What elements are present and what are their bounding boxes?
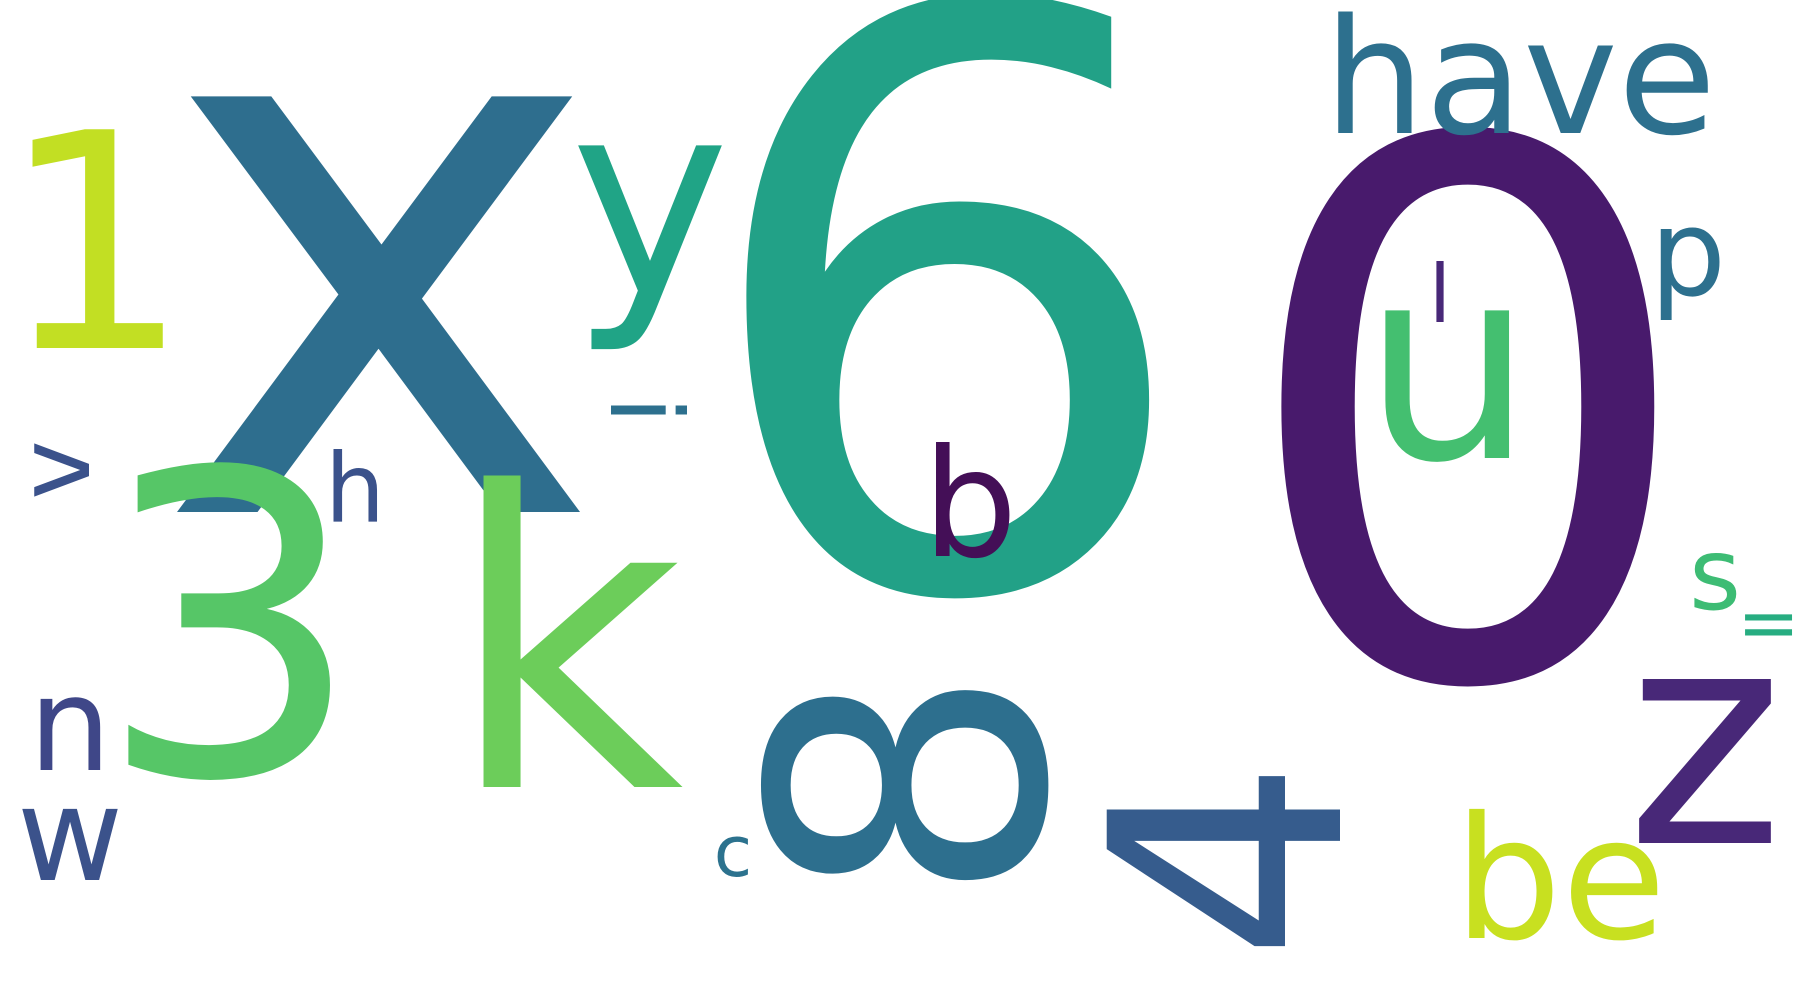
word-l: l: [1428, 248, 1452, 341]
word-w: w: [16, 759, 124, 911]
word-i: i: [587, 396, 704, 424]
word-x: x: [155, 0, 605, 692]
word-n: n: [28, 649, 112, 801]
word-equals: =: [1737, 578, 1800, 667]
word-p: p: [1649, 185, 1727, 324]
word-1: 1: [0, 70, 191, 419]
word-u: u: [1362, 207, 1534, 522]
word-be: be: [1453, 781, 1667, 979]
word-c: c: [713, 811, 753, 893]
word-v: v: [0, 440, 113, 500]
word-6: 6: [690, 0, 1200, 776]
word-b: b: [922, 418, 1018, 592]
word-4: 4: [1044, 758, 1416, 962]
word-have: have: [1323, 0, 1717, 171]
word-h: h: [324, 434, 386, 545]
word-k: k: [446, 406, 684, 884]
word-z: z: [1626, 565, 1784, 914]
word-s: s: [1688, 516, 1742, 633]
word-y: y: [570, 42, 730, 357]
word-0: 0: [1232, 0, 1704, 851]
word-3: 3: [96, 385, 364, 874]
